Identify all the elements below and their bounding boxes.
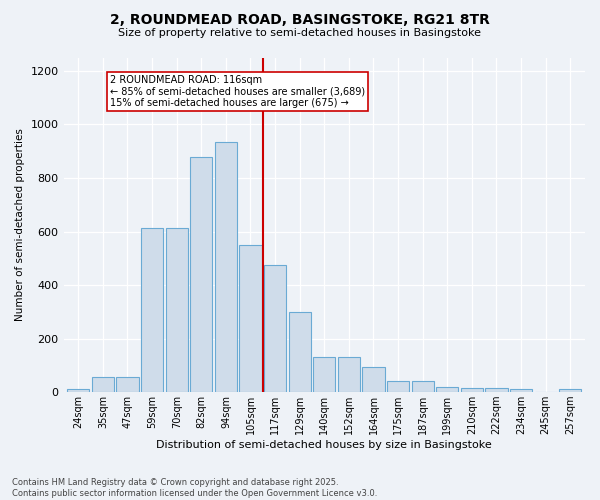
Bar <box>166 228 188 392</box>
Bar <box>436 387 458 392</box>
Text: Size of property relative to semi-detached houses in Basingstoke: Size of property relative to semi-detach… <box>119 28 482 38</box>
Bar <box>239 245 262 392</box>
X-axis label: Distribution of semi-detached houses by size in Basingstoke: Distribution of semi-detached houses by … <box>157 440 492 450</box>
Bar <box>264 265 286 392</box>
Bar <box>387 382 409 392</box>
Bar <box>215 142 237 392</box>
Bar <box>485 388 508 392</box>
Bar <box>67 390 89 392</box>
Bar <box>190 156 212 392</box>
Bar <box>141 228 163 392</box>
Bar <box>313 358 335 392</box>
Bar <box>338 358 360 392</box>
Text: Contains HM Land Registry data © Crown copyright and database right 2025.
Contai: Contains HM Land Registry data © Crown c… <box>12 478 377 498</box>
Y-axis label: Number of semi-detached properties: Number of semi-detached properties <box>15 128 25 322</box>
Bar <box>289 312 311 392</box>
Bar <box>362 366 385 392</box>
Bar <box>116 378 139 392</box>
Bar <box>412 382 434 392</box>
Bar <box>461 388 483 392</box>
Bar <box>92 378 114 392</box>
Text: 2 ROUNDMEAD ROAD: 116sqm
← 85% of semi-detached houses are smaller (3,689)
15% o: 2 ROUNDMEAD ROAD: 116sqm ← 85% of semi-d… <box>110 75 365 108</box>
Bar <box>559 390 581 392</box>
Text: 2, ROUNDMEAD ROAD, BASINGSTOKE, RG21 8TR: 2, ROUNDMEAD ROAD, BASINGSTOKE, RG21 8TR <box>110 12 490 26</box>
Bar <box>510 390 532 392</box>
